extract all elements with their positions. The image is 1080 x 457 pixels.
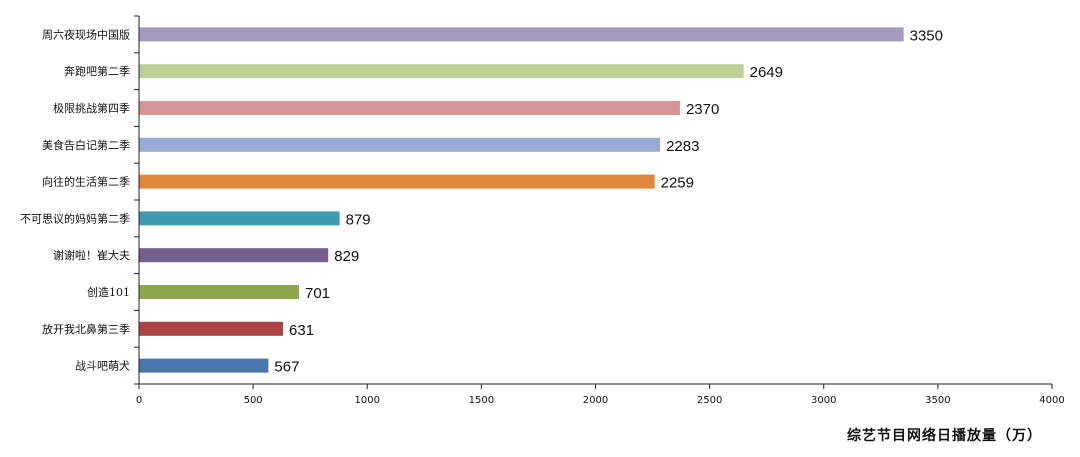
bar-0 — [139, 27, 904, 42]
value-label-1: 2649 — [750, 64, 783, 81]
value-label-4: 2259 — [661, 175, 694, 192]
bar-5 — [139, 211, 340, 226]
bar-9 — [139, 358, 269, 373]
category-label-3: 美食告白记第二季 — [42, 138, 130, 152]
bar-2 — [139, 101, 680, 115]
bar-6 — [139, 248, 329, 263]
bars-layer — [139, 27, 904, 373]
bar-8 — [139, 321, 284, 336]
axes-layer — [134, 15, 1053, 389]
x-tick-label-1: 500 — [244, 395, 263, 406]
value-label-5: 879 — [346, 211, 371, 228]
category-label-2: 极限挑战第四季 — [53, 101, 130, 115]
x-tick-label-2: 1000 — [355, 395, 380, 406]
bar-7 — [139, 285, 300, 299]
x-tick-label-8: 4000 — [1039, 395, 1064, 406]
bar-1 — [139, 64, 744, 79]
labels-layer: 周六夜现场中国版 3350 奔跑吧第二季 2649 极限挑战第四季 2370 美食告白记第二… — [20, 27, 1065, 406]
x-tick-label-7: 3500 — [925, 395, 950, 406]
category-label-7: 创造101 — [87, 285, 130, 299]
value-label-9: 567 — [274, 359, 299, 376]
value-label-7: 701 — [305, 285, 330, 302]
category-label-0: 周六夜现场中国版 — [42, 27, 130, 41]
x-axis-title: 综艺节目网络日播放量（万） — [847, 427, 1042, 444]
bar-4 — [139, 174, 655, 189]
bar-3 — [139, 137, 661, 152]
category-label-8: 放开我北鼻第三季 — [42, 322, 130, 336]
value-label-3: 2283 — [666, 138, 699, 155]
x-tick-label-0: 0 — [136, 395, 142, 406]
category-label-6: 谢谢啦！崔大夫 — [53, 248, 130, 262]
category-label-9: 战斗吧萌犬 — [75, 359, 130, 373]
x-tick-label-5: 2500 — [697, 395, 722, 406]
category-label-4: 向往的生活第二季 — [42, 175, 130, 189]
x-tick-label-4: 2000 — [583, 395, 608, 406]
category-label-1: 奔跑吧第二季 — [64, 64, 130, 78]
value-label-6: 829 — [334, 248, 359, 265]
category-label-5: 不可思议的妈妈第二季 — [20, 211, 130, 225]
x-tick-label-6: 3000 — [811, 395, 836, 406]
value-label-8: 631 — [289, 322, 314, 339]
value-label-2: 2370 — [686, 101, 719, 118]
x-tick-label-3: 1500 — [469, 395, 494, 406]
value-label-0: 3350 — [910, 27, 943, 44]
